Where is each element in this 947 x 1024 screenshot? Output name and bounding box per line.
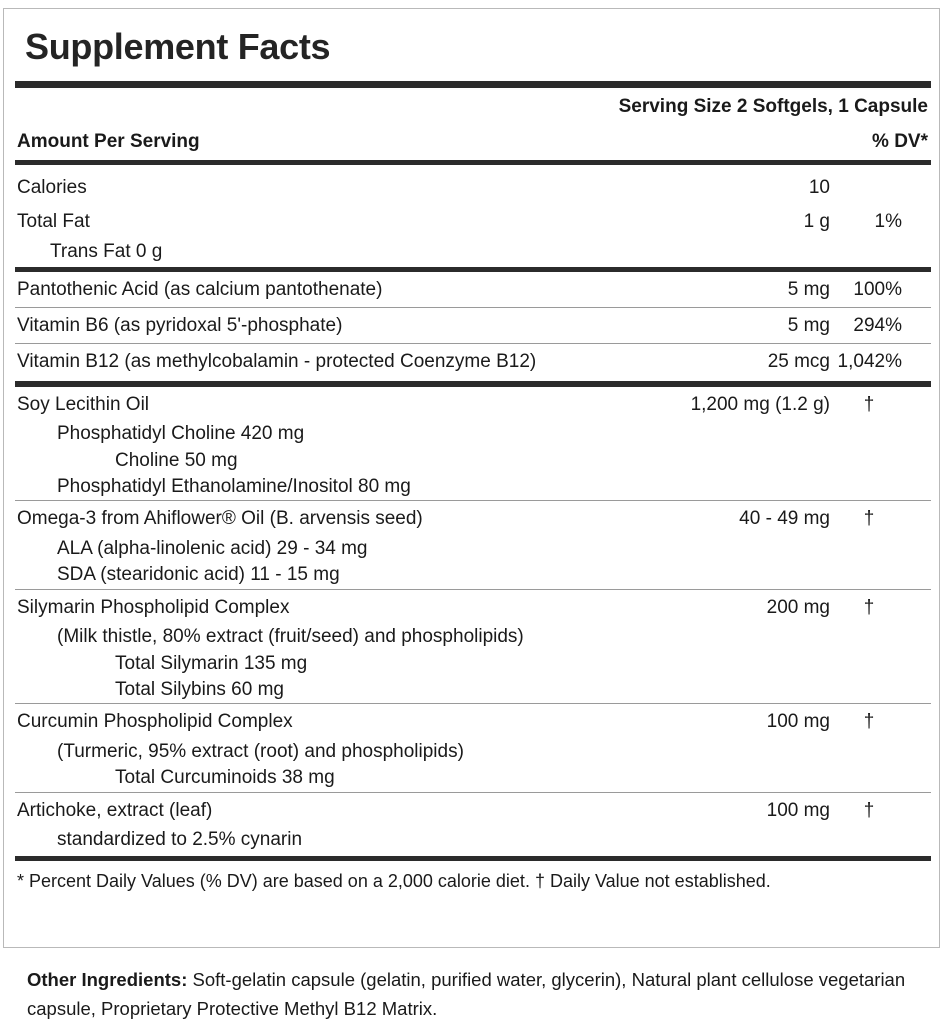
nutrient-dv: † xyxy=(863,508,875,530)
nutrient-name: Curcumin Phospholipid Complex xyxy=(17,711,293,733)
nutrient-name: Vitamin B6 (as pyridoxal 5'-phosphate) xyxy=(17,315,343,337)
nutrient-amount: 1 g xyxy=(803,211,830,233)
nutrient-name: Pantothenic Acid (as calcium pantothenat… xyxy=(17,279,383,301)
table-row-omega-3: Omega-3 from Ahiflower® Oil (B. arvensis… xyxy=(15,501,931,536)
table-row-phosphatidyl-choline: Phosphatidyl Choline 420 mg xyxy=(57,423,305,445)
table-row-vitamin-b12: Vitamin B12 (as methylcobalamin - protec… xyxy=(15,344,931,379)
table-row-phosphatidyl-ethanolamine-inositol: Phosphatidyl Ethanolamine/Inositol 80 mg xyxy=(57,475,411,497)
divider-title xyxy=(15,80,931,88)
nutrient-amount: 5 mg xyxy=(787,315,830,337)
nutrient-dv: † xyxy=(863,393,875,415)
amount-per-serving-header: Amount Per Serving xyxy=(17,130,200,152)
other-ingredients-text: Soft-gelatin capsule (gelatin, purified … xyxy=(27,969,906,1019)
table-row-total-silybins: Total Silybins 60 mg xyxy=(115,679,284,701)
nutrient-amount: 40 - 49 mg xyxy=(739,508,830,530)
page-title: Supplement Facts xyxy=(25,26,331,67)
table-row-sda: SDA (stearidonic acid) 11 - 15 mg xyxy=(57,564,340,586)
divider-before-footnote xyxy=(15,855,931,861)
column-headers: Amount Per Serving % DV* xyxy=(15,119,931,160)
nutrient-dv: † xyxy=(863,711,875,733)
divider-headers xyxy=(15,159,931,165)
table-row-milk-thistle-note: (Milk thistle, 80% extract (fruit/seed) … xyxy=(57,626,524,648)
table-row-artichoke: Artichoke, extract (leaf) 100 mg † xyxy=(15,793,931,828)
nutrient-name: Vitamin B12 (as methylcobalamin - protec… xyxy=(17,350,537,372)
divider-after-vitamins xyxy=(15,378,931,387)
table-row-artichoke-note: standardized to 2.5% cynarin xyxy=(57,829,303,851)
table-row-total-fat: Total Fat 1 g 1% xyxy=(15,204,931,239)
other-ingredients: Other Ingredients: Soft-gelatin capsule … xyxy=(27,966,917,1023)
percent-dv-header: % DV* xyxy=(872,130,928,152)
divider-row xyxy=(15,500,931,502)
table-row-trans-fat: Trans Fat 0 g xyxy=(50,241,163,263)
nutrient-name: Artichoke, extract (leaf) xyxy=(17,799,213,821)
nutrient-dv: 294% xyxy=(853,315,902,337)
table-row-ala: ALA (alpha-linolenic acid) 29 - 34 mg xyxy=(57,538,368,560)
nutrient-dv: 1% xyxy=(874,211,902,233)
table-row-calories: Calories 10 xyxy=(15,170,931,205)
other-ingredients-label: Other Ingredients: xyxy=(27,969,188,990)
nutrient-name: Calories xyxy=(17,176,87,198)
nutrient-dv: 100% xyxy=(853,279,902,301)
nutrient-amount: 1,200 mg (1.2 g) xyxy=(690,393,830,415)
nutrient-amount: 100 mg xyxy=(766,799,830,821)
serving-size: Serving Size 2 Softgels, 1 Capsule xyxy=(618,95,928,117)
divider-row xyxy=(15,703,931,705)
divider-row xyxy=(15,791,931,793)
table-row-total-curcuminoids: Total Curcuminoids 38 mg xyxy=(115,767,335,789)
nutrient-rows: Calories 10 Total Fat 1 g 1% Trans Fat 0… xyxy=(15,165,931,902)
nutrient-amount: 25 mcg xyxy=(767,350,830,372)
nutrient-amount: 10 xyxy=(808,176,830,198)
supplement-facts-panel: Supplement Facts Serving Size 2 Softgels… xyxy=(3,8,940,948)
nutrient-dv: 1,042% xyxy=(837,350,902,372)
daily-value-footnote: * Percent Daily Values (% DV) are based … xyxy=(17,870,771,891)
nutrient-name: Silymarin Phospholipid Complex xyxy=(17,596,290,618)
table-row-vitamin-b6: Vitamin B6 (as pyridoxal 5'-phosphate) 5… xyxy=(15,308,931,343)
nutrient-name: Omega-3 from Ahiflower® Oil (B. arvensis… xyxy=(17,508,423,530)
table-row-choline: Choline 50 mg xyxy=(115,449,238,471)
table-row-curcumin-phospholipid-complex: Curcumin Phospholipid Complex 100 mg † xyxy=(15,704,931,739)
nutrient-amount: 200 mg xyxy=(766,596,830,618)
table-row-pantothenic-acid: Pantothenic Acid (as calcium pantothenat… xyxy=(15,272,931,307)
table-row-soy-lecithin-oil: Soy Lecithin Oil 1,200 mg (1.2 g) † xyxy=(15,387,931,422)
table-row-silymarin-phospholipid-complex: Silymarin Phospholipid Complex 200 mg † xyxy=(15,590,931,625)
nutrient-name: Total Fat xyxy=(17,211,90,233)
nutrient-dv: † xyxy=(863,596,875,618)
nutrient-amount: 100 mg xyxy=(766,711,830,733)
divider-after-trans-fat xyxy=(15,267,931,273)
table-row-total-silymarin: Total Silymarin 135 mg xyxy=(115,652,308,674)
nutrient-name: Soy Lecithin Oil xyxy=(17,393,150,415)
nutrient-dv: † xyxy=(863,799,875,821)
divider-row xyxy=(15,307,931,309)
divider-row xyxy=(15,342,931,344)
divider-row xyxy=(15,588,931,590)
table-row-turmeric-note: (Turmeric, 95% extract (root) and phosph… xyxy=(57,741,464,763)
nutrient-amount: 5 mg xyxy=(787,279,830,301)
